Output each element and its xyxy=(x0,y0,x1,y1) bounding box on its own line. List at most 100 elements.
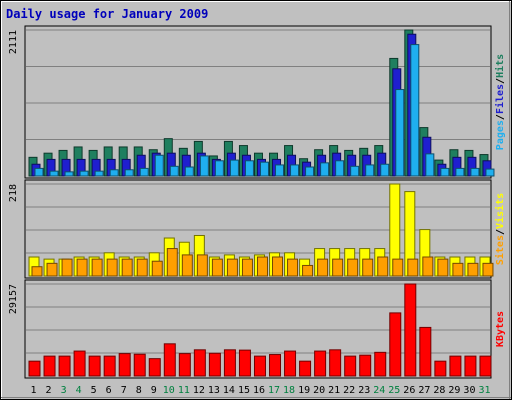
bar-sites xyxy=(226,258,238,277)
panel-kbytes: 29157 KBytes xyxy=(8,279,506,379)
bar-sites xyxy=(46,262,58,277)
x-tick-label: 8 xyxy=(136,385,142,396)
bar-kbytes xyxy=(43,355,56,377)
bar-pages xyxy=(455,167,465,177)
bar-kbytes xyxy=(208,352,221,377)
x-tick-label: 16 xyxy=(253,385,265,396)
axis-label-part: Hits xyxy=(494,54,506,78)
x-tick-label: 6 xyxy=(106,385,112,396)
x-tick-label: 25 xyxy=(388,385,400,396)
bar-kbytes xyxy=(73,350,86,377)
bar-kbytes xyxy=(58,355,71,377)
bar-sites xyxy=(272,256,284,277)
bar-kbytes xyxy=(238,349,251,377)
bar-kbytes xyxy=(148,358,161,377)
bar-sites xyxy=(347,258,359,277)
bar-pages xyxy=(365,164,375,177)
chart-title: Daily usage for January 2009 xyxy=(6,7,208,21)
bar-sites xyxy=(377,256,389,277)
panel-visits-sites: 218 Sites/Visits xyxy=(8,179,506,279)
bar-kbytes xyxy=(193,349,206,377)
bar-kbytes xyxy=(374,351,387,377)
x-tick-label: 22 xyxy=(343,385,355,396)
bar-kbytes xyxy=(103,355,116,377)
x-tick-label: 11 xyxy=(178,385,190,396)
bar-sites xyxy=(61,258,73,277)
bar-sites xyxy=(256,256,268,277)
bar-sites xyxy=(437,258,449,277)
bar-pages xyxy=(154,154,164,177)
bar-sites xyxy=(392,258,404,277)
bar-kbytes xyxy=(28,360,41,377)
bar-pages xyxy=(79,170,89,177)
x-tick-label: 5 xyxy=(91,385,97,396)
bar-sites xyxy=(76,258,88,277)
bar-pages xyxy=(199,155,209,177)
x-tick-label: 3 xyxy=(61,385,67,396)
y-axis-label: Pages/Files/Hits xyxy=(494,54,506,150)
x-tick-label: 27 xyxy=(418,385,430,396)
y-axis-label: Sites/Visits xyxy=(494,193,506,265)
series-pages xyxy=(34,44,495,177)
bar-sites xyxy=(151,260,163,277)
series-kbytes xyxy=(28,283,492,377)
x-tick-label: 18 xyxy=(283,385,295,396)
x-tick-label: 7 xyxy=(121,385,127,396)
x-tick-label: 26 xyxy=(403,385,415,396)
x-tick-label: 15 xyxy=(238,385,250,396)
axis-label-part: Pages xyxy=(495,120,506,150)
bar-pages xyxy=(64,171,74,177)
bar-sites xyxy=(407,258,419,277)
x-tick-label: 4 xyxy=(76,385,82,396)
bar-kbytes xyxy=(329,349,342,377)
bar-pages xyxy=(305,166,315,177)
x-tick-label: 9 xyxy=(151,385,157,396)
x-tick-label: 21 xyxy=(328,385,340,396)
bar-pages xyxy=(229,159,239,177)
bar-sites xyxy=(302,264,314,277)
y-max-label: 218 xyxy=(8,184,19,202)
bar-sites xyxy=(196,254,208,277)
x-tick-label: 2 xyxy=(46,385,52,396)
bar-kbytes xyxy=(419,326,432,377)
x-tick-label: 13 xyxy=(208,385,220,396)
bar-pages xyxy=(290,164,300,177)
bar-kbytes xyxy=(434,360,447,377)
bar-sites xyxy=(31,266,43,277)
bar-sites xyxy=(166,248,178,277)
bar-pages xyxy=(350,165,360,177)
bar-pages xyxy=(169,165,179,177)
bar-pages xyxy=(410,44,420,177)
bar-pages xyxy=(259,161,269,177)
bar-pages xyxy=(94,170,104,177)
bar-kbytes xyxy=(269,354,282,377)
bar-pages xyxy=(485,168,495,177)
bar-sites xyxy=(136,258,148,277)
bar-sites xyxy=(452,262,464,277)
bar-sites xyxy=(332,258,344,277)
bar-pages xyxy=(440,167,450,177)
bar-pages xyxy=(425,153,435,177)
x-tick-label: 24 xyxy=(373,385,385,396)
bar-sites xyxy=(211,258,223,277)
bar-sites xyxy=(91,258,103,277)
bar-pages xyxy=(275,164,285,177)
x-tick-label: 31 xyxy=(478,385,490,396)
x-tick-label: 30 xyxy=(463,385,475,396)
bar-sites xyxy=(241,258,253,277)
bar-kbytes xyxy=(133,353,146,377)
bar-kbytes xyxy=(253,355,266,377)
bar-sites xyxy=(287,258,299,277)
axis-label-part: Files xyxy=(494,84,506,114)
axis-label-part: / xyxy=(495,114,506,120)
bar-kbytes xyxy=(344,355,357,377)
x-tick-label: 1 xyxy=(31,385,37,396)
bar-sites xyxy=(106,258,118,277)
chart-panels: 2111Pages/Files/Hits218Sites/Visits29157… xyxy=(8,25,506,379)
bar-kbytes xyxy=(88,355,101,377)
axis-label-part: Sites xyxy=(494,235,506,265)
x-tick-label: 23 xyxy=(358,385,370,396)
bar-kbytes xyxy=(359,354,372,377)
